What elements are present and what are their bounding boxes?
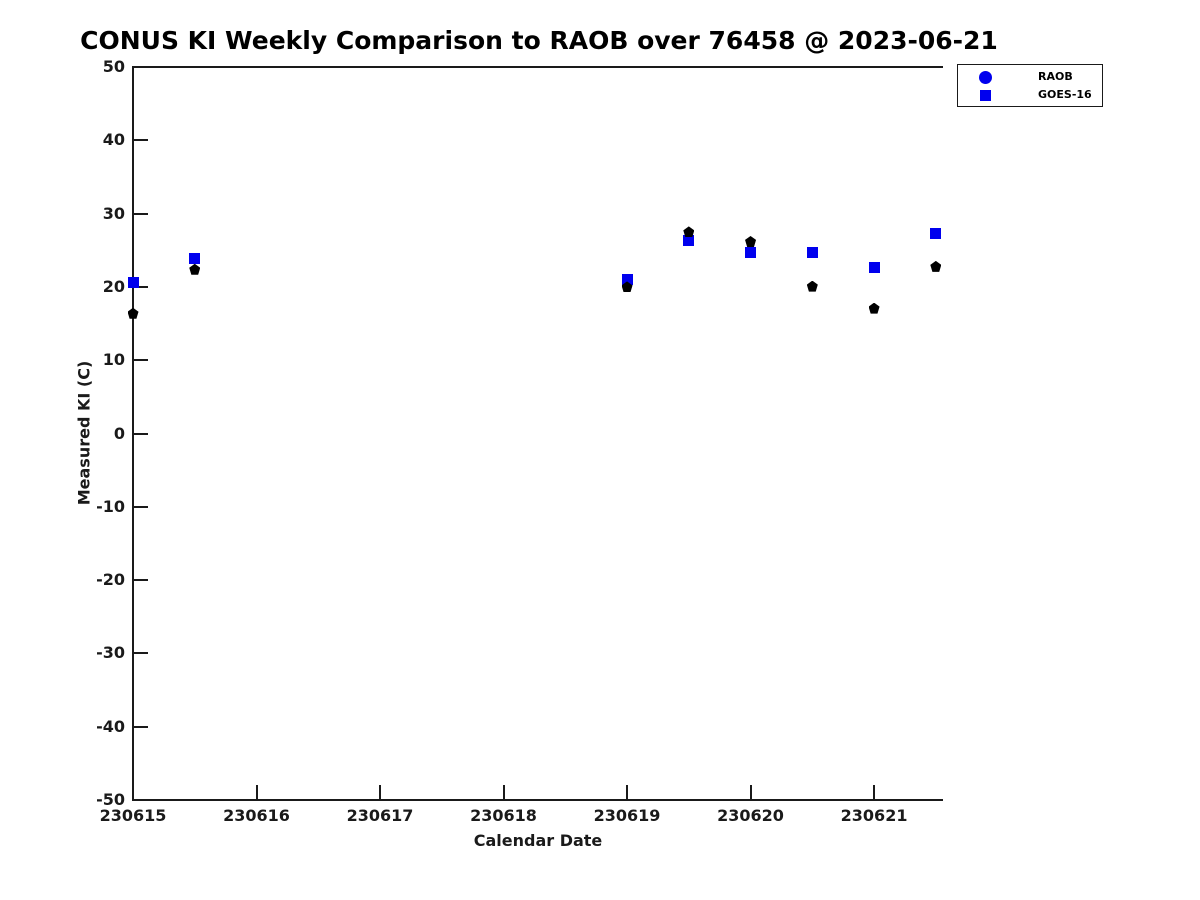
data-point-raob	[806, 280, 818, 292]
chart-title: CONUS KI Weekly Comparison to RAOB over …	[80, 26, 998, 55]
x-tick-label: 230621	[840, 806, 908, 825]
y-tick-label: 50	[102, 57, 125, 76]
y-tick-mark	[133, 432, 148, 435]
x-tick-mark	[502, 785, 505, 800]
x-tick-mark	[626, 785, 629, 800]
data-point-goes-16	[189, 252, 201, 264]
data-point-goes-16	[806, 246, 818, 258]
y-tick-label: 30	[102, 203, 125, 223]
y-tick-label: -20	[96, 570, 125, 590]
y-tick-mark	[133, 725, 148, 728]
data-point-raob	[189, 263, 201, 275]
x-tick-mark	[749, 785, 752, 800]
y-tick-mark	[133, 579, 148, 582]
x-tick-label: 230616	[223, 806, 290, 825]
y-tick-label: -30	[96, 643, 125, 663]
legend-item-raob: RAOB	[958, 69, 1102, 87]
data-point-raob	[930, 260, 942, 272]
y-axis-label-text: Measured KI (C)	[74, 360, 94, 506]
x-tick-mark	[132, 785, 134, 800]
data-point-raob	[683, 226, 695, 238]
data-point-goes-16	[127, 277, 139, 288]
y-tick-label: 10	[102, 350, 125, 370]
data-point-goes-16	[745, 246, 757, 258]
x-tick-label: 230619	[593, 806, 661, 825]
y-tick-label: -40	[96, 716, 125, 736]
data-point-goes-16	[868, 262, 880, 274]
legend-label-raob: RAOB	[1038, 70, 1073, 83]
y-tick-mark	[133, 212, 148, 215]
x-tick-mark	[873, 785, 876, 800]
data-point-goes-16	[683, 235, 695, 247]
x-tick-mark	[255, 785, 258, 800]
data-point-goes-16	[930, 227, 942, 239]
data-point-raob	[127, 307, 139, 319]
y-tick-mark	[133, 652, 148, 655]
y-tick-label: 0	[113, 423, 125, 443]
raob-circle-icon	[979, 71, 992, 84]
data-point-raob	[745, 235, 757, 247]
x-tick-mark	[379, 785, 382, 800]
y-tick-label: 40	[102, 130, 125, 150]
y-tick-mark	[133, 285, 148, 288]
x-axis-label: Calendar Date	[473, 831, 603, 850]
y-tick-label: -10	[96, 496, 125, 516]
y-tick-mark	[133, 799, 148, 801]
y-tick-mark	[133, 359, 148, 362]
y-tick-label: 20	[102, 276, 125, 296]
y-tick-mark	[133, 505, 148, 508]
y-tick-label: -50	[96, 790, 125, 809]
legend: RAOB GOES-16	[957, 64, 1103, 107]
x-tick-label: 230617	[346, 806, 414, 825]
x-tick-label: 230620	[717, 806, 784, 825]
data-point-raob	[868, 302, 880, 314]
legend-item-goes16: GOES-16	[958, 87, 1102, 105]
x-tick-label: 230618	[470, 806, 537, 825]
goes16-square-icon	[980, 90, 991, 101]
legend-label-goes16: GOES-16	[1038, 88, 1092, 101]
data-point-raob	[621, 281, 633, 293]
y-tick-mark	[133, 66, 148, 68]
y-tick-mark	[133, 139, 148, 142]
x-tick-label: 230615	[99, 806, 167, 825]
data-point-goes-16	[621, 274, 633, 286]
